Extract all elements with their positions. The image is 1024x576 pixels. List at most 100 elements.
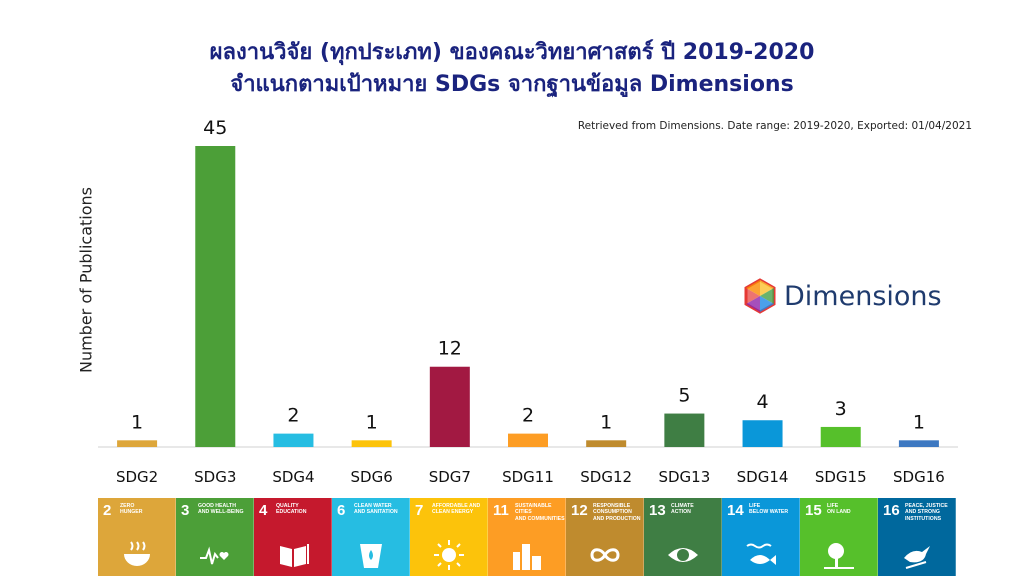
- sdg-tile-number: 15: [805, 502, 822, 519]
- sdg-tile-label-line1: GOOD HEALTH: [198, 503, 236, 509]
- x-tick-label-sdg2: SDG2: [116, 468, 158, 486]
- sdg-tile-number: 12: [571, 502, 588, 519]
- sdg-tile-12: 12 RESPONSIBLE CONSUMPTION AND PRODUCTION: [566, 498, 644, 576]
- x-tick-label-sdg12: SDG12: [580, 468, 632, 486]
- dimensions-logo: Dimensions: [742, 276, 962, 316]
- sdg-tile-label-line2: EDUCATION: [276, 509, 307, 516]
- x-tick-label-sdg11: SDG11: [502, 468, 554, 486]
- sdg-tile-label-line1: ZERO: [120, 503, 135, 509]
- x-tick-label-sdg3: SDG3: [194, 468, 236, 486]
- sdg-tile-label-line1: RESPONSIBLE: [593, 503, 631, 509]
- data-label-sdg13: 5: [678, 385, 690, 407]
- water-icon: [360, 544, 382, 568]
- sdg-tile-label-line2: BELOW WATER: [749, 509, 789, 516]
- sun-icon: [434, 540, 464, 570]
- data-label-sdg6: 1: [366, 411, 378, 433]
- bar-sdg2: [117, 440, 158, 447]
- sdg-tiles-strip: 2 ZERO HUNGER 3 GOOD HEALTH AND WELL-BEING 4 QU…: [98, 498, 956, 576]
- data-label-sdg4: 2: [287, 405, 299, 427]
- sdg-tile-number: 13: [649, 502, 666, 519]
- chart-title-line1: ผลงานวิจัย (ทุกประเภท) ของคณะวิทยาศาสตร์…: [209, 40, 815, 65]
- sdg-tile-label-line2: AND COMMUNITIES: [515, 515, 565, 522]
- sdg-tile-label-line2: AND STRONG: [905, 509, 940, 516]
- bar-sdg3: [195, 146, 236, 447]
- sdg-tile-number: 2: [103, 502, 112, 519]
- sdg-tile-label-line2: ACTION: [671, 509, 691, 516]
- sdg-tile-13: 13 CLIMATE ACTION: [644, 498, 722, 576]
- data-label-sdg7: 12: [438, 338, 462, 360]
- bar-chart: 1 SDG2 45 SDG3 2 SDG4 1 SDG6 12 SDG7 2 SDG11 1 SDG12 5…: [98, 117, 958, 486]
- sdg-tile-number: 14: [727, 502, 744, 519]
- bar-sdg6: [351, 440, 392, 447]
- sdg-tile-label: ZERO HUNGER: [120, 503, 172, 516]
- fish-icon: [746, 543, 776, 565]
- data-label-sdg2: 1: [131, 411, 143, 433]
- infinity-icon: [590, 548, 620, 562]
- source-note: Retrieved from Dimensions. Date range: 2…: [577, 120, 972, 132]
- data-label-sdg12: 1: [600, 411, 612, 433]
- bar-sdg4: [273, 433, 314, 447]
- data-label-sdg15: 3: [835, 398, 847, 420]
- sdg-tile-label-line1: QUALITY: [276, 503, 299, 509]
- sdg-tile-label: LIFE ON LAND: [827, 503, 877, 516]
- sdg-tile-number: 3: [181, 502, 190, 519]
- sdg-tile-number: 16: [883, 502, 900, 519]
- sdg-tile-label: AFFORDABLE AND CLEAN ENERGY: [432, 503, 484, 516]
- sdg-tile-15: 15 LIFE ON LAND: [800, 498, 878, 576]
- sdg-tile-16: 16 PEACE, JUSTICE AND STRONG INSTITUTIONS: [878, 498, 956, 576]
- sdg-tile-label-line1: PEACE, JUSTICE: [905, 503, 948, 509]
- sdg-tile-label-line2: CLEAN ENERGY: [432, 509, 474, 516]
- data-label-sdg14: 4: [756, 391, 768, 413]
- sdg-tile-label-line1: CLIMATE: [671, 503, 694, 509]
- x-tick-label-sdg16: SDG16: [893, 468, 945, 486]
- sdg-tile-label: CLIMATE ACTION: [671, 503, 721, 516]
- sdg-tile-label: LIFE BELOW WATER: [749, 503, 799, 516]
- bar-sdg14: [742, 420, 783, 447]
- sdg-tile-label-line3: INSTITUTIONS: [905, 515, 942, 522]
- dimensions-logo-text: Dimensions: [784, 280, 942, 312]
- sdg-tile-14: 14 LIFE BELOW WATER: [722, 498, 800, 576]
- bowl-icon: [124, 541, 150, 566]
- bar-sdg7: [429, 366, 470, 447]
- sdg-tile-4: 4 QUALITY EDUCATION: [254, 498, 332, 576]
- sdg-tile-label-line1: AFFORDABLE AND: [432, 503, 481, 509]
- bar-sdg15: [820, 426, 861, 447]
- sdg-tile-label-line1: LIFE: [827, 503, 839, 509]
- x-tick-label-sdg7: SDG7: [429, 468, 471, 486]
- sdg-tile-label-line2: ON LAND: [827, 509, 851, 516]
- book-icon: [280, 544, 309, 567]
- sdg-tile-7: 7 AFFORDABLE AND CLEAN ENERGY: [410, 498, 488, 576]
- data-label-sdg16: 1: [913, 411, 925, 433]
- sdg-tile-label: PEACE, JUSTICE AND STRONG INSTITUTIONS: [905, 503, 955, 522]
- dove-icon: [904, 546, 930, 569]
- sdg-tile-number: 4: [259, 502, 268, 519]
- bar-sdg11: [508, 433, 548, 447]
- heartbeat-icon: [200, 546, 229, 565]
- sdg-tile-number: 7: [415, 502, 424, 519]
- sdg-tile-2: 2 ZERO HUNGER: [98, 498, 176, 576]
- dimensions-logo-icon: [744, 278, 776, 314]
- sdg-tile-6: 6 CLEAN WATER AND SANITATION: [332, 498, 410, 576]
- sdg-tile-label-line1: LIFE: [749, 503, 761, 509]
- data-label-sdg3: 45: [203, 117, 227, 139]
- sdg-tile-label: GOOD HEALTH AND WELL-BEING: [198, 503, 250, 516]
- sdg-tile-label-line2: AND SANITATION: [354, 509, 398, 516]
- eye-globe-icon: [668, 548, 698, 562]
- sdg-tile-label-line1: SUSTAINABLE CITIES: [515, 503, 552, 516]
- x-tick-label-sdg14: SDG14: [737, 468, 789, 486]
- x-tick-label-sdg15: SDG15: [815, 468, 867, 486]
- x-tick-label-sdg13: SDG13: [658, 468, 710, 486]
- sdg-tile-3: 3 GOOD HEALTH AND WELL-BEING: [176, 498, 254, 576]
- sdg-tile-number: 6: [337, 502, 346, 519]
- sdg-tile-label-line3: AND PRODUCTION: [593, 515, 641, 522]
- bar-sdg16: [898, 440, 939, 447]
- bar-sdg13: [664, 413, 705, 447]
- sdg-tile-label-line2: AND WELL-BEING: [198, 509, 244, 516]
- sdg-tile-label: SUSTAINABLE CITIES AND COMMUNITIES: [515, 503, 565, 522]
- sdg-tile-number: 11: [493, 502, 509, 519]
- sdg-tile-label: QUALITY EDUCATION: [276, 503, 328, 516]
- sdg-tile-11: 11 SUSTAINABLE CITIES AND COMMUNITIES: [488, 498, 566, 576]
- sdg-tile-label-line2: HUNGER: [120, 509, 143, 516]
- tree-icon: [824, 543, 854, 569]
- data-label-sdg11: 2: [522, 405, 534, 427]
